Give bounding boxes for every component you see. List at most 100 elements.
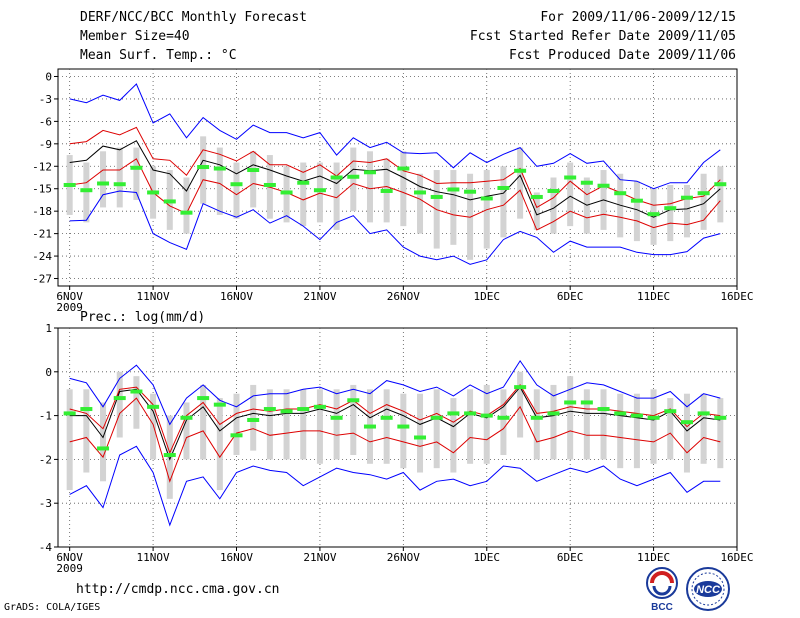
temp-marker bbox=[313, 188, 326, 193]
temp-marker bbox=[664, 206, 677, 211]
temp-marker bbox=[297, 180, 310, 185]
temp-marker bbox=[464, 189, 477, 194]
precip-marker bbox=[480, 413, 493, 418]
precip-spread-box bbox=[133, 376, 140, 429]
temp-spread-box bbox=[517, 147, 524, 219]
precip-spread-box bbox=[467, 389, 474, 464]
precip-panel-title: Prec.: log(mm/d) bbox=[80, 310, 206, 325]
precip-marker bbox=[597, 407, 610, 412]
precip-spread-box bbox=[266, 389, 273, 460]
temp-xtick-label: 1DEC bbox=[474, 290, 501, 303]
temp-ytick-label: -6 bbox=[39, 115, 52, 128]
precip-marker bbox=[347, 398, 360, 403]
precip-xtick-label: 21NOV bbox=[303, 551, 336, 564]
precip-marker bbox=[163, 453, 176, 458]
temp-spread-box bbox=[216, 147, 223, 215]
temp-spread-box bbox=[567, 162, 574, 227]
temp-marker bbox=[630, 198, 643, 203]
temp-marker bbox=[680, 195, 693, 200]
temp-spread-box bbox=[400, 151, 407, 227]
temp-marker bbox=[180, 210, 193, 215]
temp-series-upper bbox=[69, 126, 721, 209]
temp-spread-box bbox=[450, 170, 457, 245]
precip-series-upper bbox=[69, 384, 721, 455]
temp-marker bbox=[247, 168, 260, 173]
precip-marker bbox=[514, 385, 527, 390]
precip-xtick-label: 11NOV bbox=[137, 551, 170, 564]
precip-marker bbox=[380, 415, 393, 420]
precip-spread-box bbox=[183, 402, 190, 460]
temp-ytick-label: -3 bbox=[39, 93, 52, 106]
temp-spread-box bbox=[667, 184, 674, 242]
precip-marker bbox=[497, 415, 510, 420]
forecast-started-date: Fcst Started Refer Date 2009/11/05 bbox=[469, 29, 736, 44]
precip-spread-box bbox=[200, 384, 207, 460]
temp-marker bbox=[263, 182, 276, 187]
precip-marker bbox=[647, 415, 660, 420]
temp-series-mean bbox=[69, 140, 721, 218]
precip-marker bbox=[97, 446, 110, 451]
precip-spread-box bbox=[350, 384, 357, 456]
temp-spread-box bbox=[550, 177, 557, 234]
temp-ytick-label: -15 bbox=[32, 183, 52, 196]
precip-spread-box bbox=[483, 384, 490, 464]
temp-marker bbox=[714, 182, 727, 187]
temp-xtick-year: 2009 bbox=[56, 301, 83, 314]
forecast-period: For 2009/11/06-2009/12/15 bbox=[540, 10, 736, 25]
temp-marker bbox=[514, 168, 527, 173]
precip-spread-box bbox=[316, 389, 323, 464]
temp-xtick-label: 16DEC bbox=[720, 290, 753, 303]
precip-marker bbox=[130, 389, 143, 394]
temp-series-lower bbox=[69, 158, 721, 231]
precip-series-min bbox=[69, 445, 721, 527]
precip-ytick-label: 1 bbox=[45, 322, 52, 335]
precip-xtick-label: 11DEC bbox=[637, 551, 670, 564]
temp-ytick-label: -9 bbox=[39, 138, 52, 151]
precip-marker bbox=[547, 411, 560, 416]
precip-spread-box bbox=[700, 393, 707, 464]
precip-xtick-label: 26NOV bbox=[387, 551, 420, 564]
temp-ytick-label: 0 bbox=[45, 70, 52, 83]
precip-xtick-label: 16NOV bbox=[220, 551, 253, 564]
precip-spread-box bbox=[400, 393, 407, 469]
temp-spread-box bbox=[350, 147, 357, 212]
temp-ytick-label: -18 bbox=[32, 205, 52, 218]
grads-credit: GrADS: COLA/IGES bbox=[4, 602, 101, 613]
temp-spread-box bbox=[717, 166, 724, 223]
temp-marker bbox=[380, 188, 393, 193]
precip-marker bbox=[330, 415, 343, 420]
temp-spread-box bbox=[633, 181, 640, 242]
temp-marker bbox=[614, 191, 627, 196]
precip-marker bbox=[564, 400, 577, 405]
precip-marker bbox=[180, 415, 193, 420]
temp-marker bbox=[647, 212, 660, 217]
precip-xtick-year: 2009 bbox=[56, 562, 83, 575]
precip-spread-box bbox=[500, 389, 507, 456]
precip-marker bbox=[447, 411, 460, 416]
precip-marker bbox=[113, 396, 126, 401]
precip-marker bbox=[430, 415, 443, 420]
temp-ytick-label: -12 bbox=[32, 160, 52, 173]
precip-spread-box bbox=[166, 415, 173, 499]
temp-xtick-label: 16NOV bbox=[220, 290, 253, 303]
precip-series-mean bbox=[69, 386, 721, 461]
temp-spread-box bbox=[200, 136, 207, 204]
precip-marker bbox=[213, 402, 226, 407]
temp-xtick-label: 11NOV bbox=[137, 290, 170, 303]
temp-spread-box bbox=[300, 162, 307, 227]
precip-marker bbox=[263, 407, 276, 412]
precip-spread-box bbox=[617, 393, 624, 469]
precip-spread-box bbox=[650, 389, 657, 464]
precip-spread-box bbox=[250, 384, 257, 451]
svg-text:BCC: BCC bbox=[651, 602, 673, 612]
precip-spread-box bbox=[517, 371, 524, 438]
precip-marker bbox=[614, 411, 627, 416]
chart-title: DERF/NCC/BCC Monthly Forecast bbox=[80, 10, 307, 25]
temp-marker bbox=[80, 188, 93, 193]
source-url[interactable]: http://cmdp.ncc.cma.gov.cn bbox=[76, 582, 280, 597]
temp-marker bbox=[330, 175, 343, 180]
temp-marker bbox=[397, 166, 410, 171]
precip-marker bbox=[147, 404, 160, 409]
